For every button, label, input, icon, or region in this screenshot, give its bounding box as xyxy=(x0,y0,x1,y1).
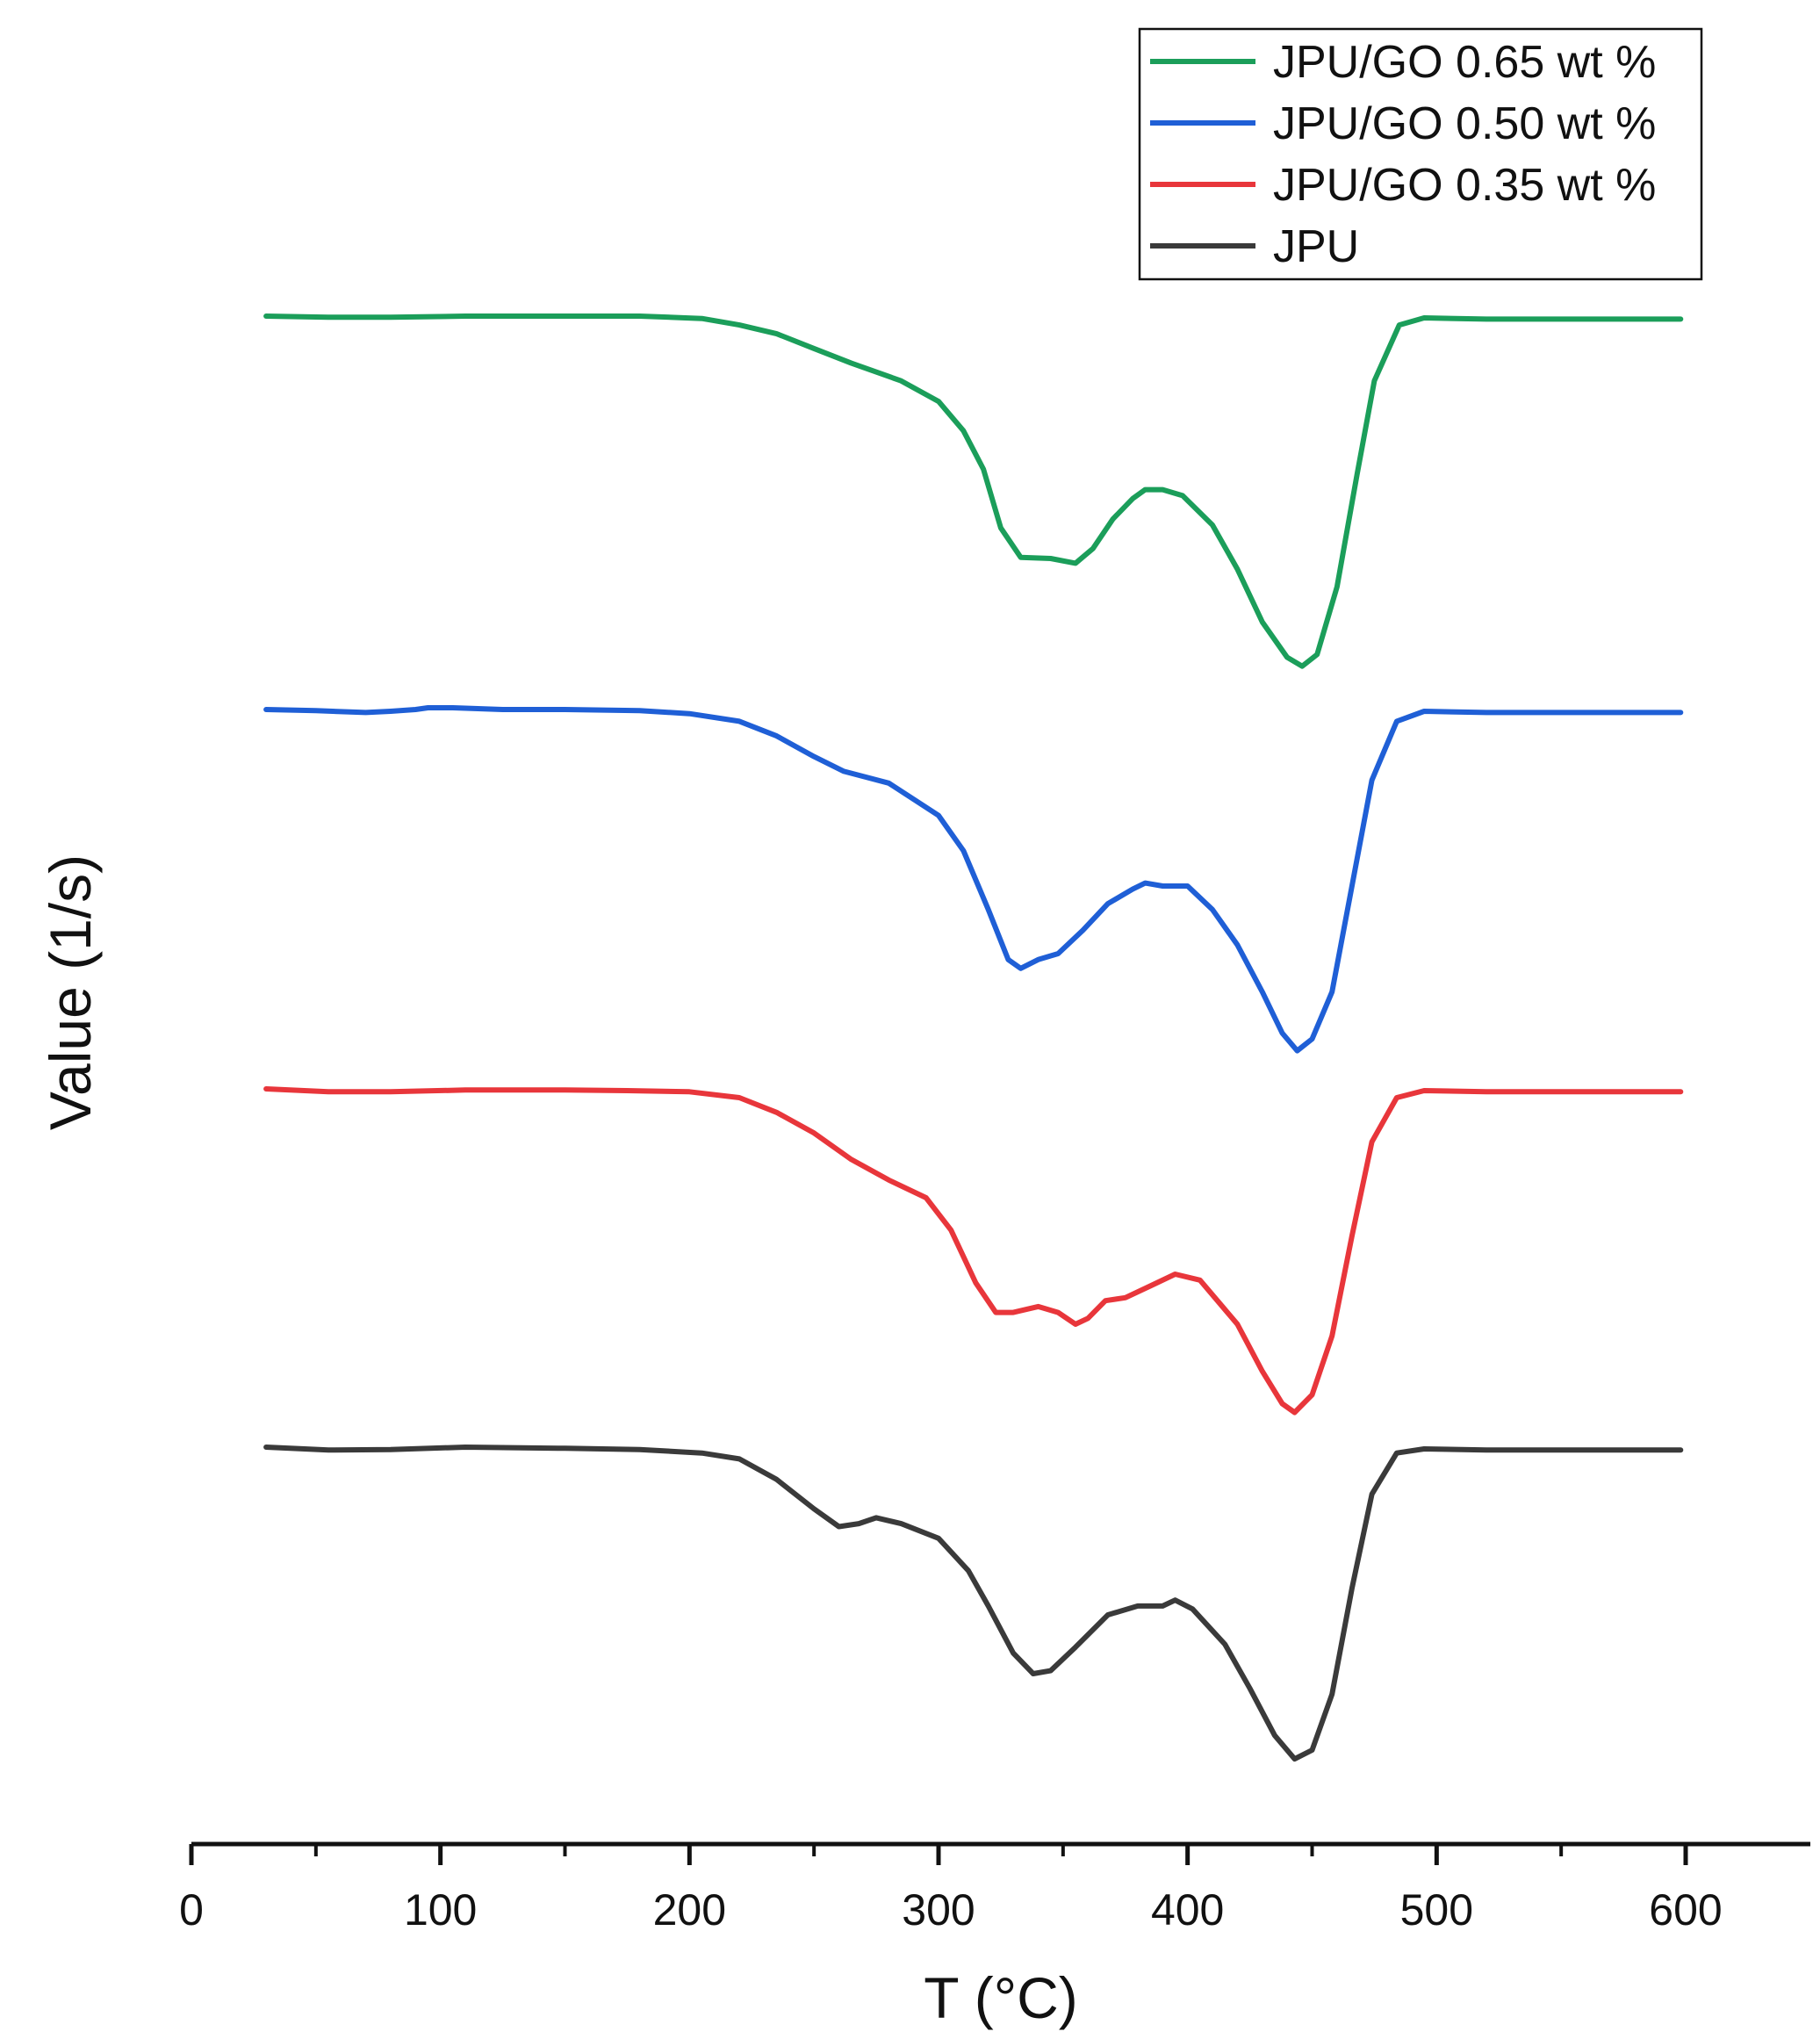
legend-label: JPU/GO 0.35 wt % xyxy=(1273,160,1656,211)
x-tick-label: 300 xyxy=(902,1885,975,1935)
legend-label: JPU/GO 0.65 wt % xyxy=(1273,37,1656,88)
legend-box xyxy=(1138,27,1703,281)
x-tick-label: 0 xyxy=(179,1885,204,1935)
x-axis-title: T (°C) xyxy=(924,1965,1077,2030)
x-axis-ticks: 0 100 200 300 400 500 600 xyxy=(179,1844,1723,1935)
series-line xyxy=(263,1445,1684,1762)
legend: JPU/GO 0.65 wt % JPU/GO 0.50 wt % JPU/GO 0… xyxy=(1138,27,1703,281)
y-axis-title: Value (1/s) xyxy=(38,854,103,1130)
series-line xyxy=(263,313,1684,669)
legend-label: JPU xyxy=(1273,221,1359,272)
x-tick-label: 500 xyxy=(1400,1885,1473,1935)
x-tick-label: 600 xyxy=(1649,1885,1722,1935)
x-tick-label: 400 xyxy=(1151,1885,1224,1935)
x-tick-label: 100 xyxy=(404,1885,477,1935)
x-tick-label: 200 xyxy=(653,1885,726,1935)
series-line xyxy=(263,1086,1684,1416)
series-lines xyxy=(263,313,1684,1762)
legend-label: JPU/GO 0.50 wt % xyxy=(1273,98,1656,149)
series-line xyxy=(263,705,1684,1054)
legend-items: JPU/GO 0.65 wt % JPU/GO 0.50 wt % JPU/GO 0… xyxy=(1150,37,1656,272)
